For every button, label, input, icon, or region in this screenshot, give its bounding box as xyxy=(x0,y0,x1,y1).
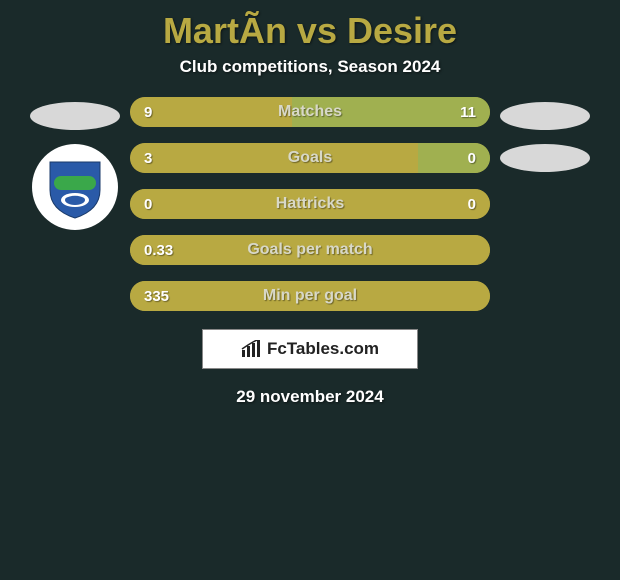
stat-left-value: 3 xyxy=(144,150,152,167)
stats-column: 9 Matches 11 3 Goals 0 0 Hattricks 0 0.3… xyxy=(130,97,490,311)
stat-bar-matches: 9 Matches 11 xyxy=(130,97,490,127)
stat-right-value: 0 xyxy=(468,150,476,167)
player-badge-placeholder xyxy=(500,144,590,172)
team-crest-icon xyxy=(32,144,118,230)
stat-bar-goals: 3 Goals 0 xyxy=(130,143,490,173)
page-subtitle: Club competitions, Season 2024 xyxy=(0,57,620,97)
stat-label: Matches xyxy=(278,103,342,121)
stat-fill-left xyxy=(130,97,292,127)
site-logo[interactable]: FcTables.com xyxy=(202,329,418,369)
stat-fill-left xyxy=(130,143,418,173)
stat-label: Goals per match xyxy=(247,241,372,259)
stat-label: Hattricks xyxy=(276,195,344,213)
stat-left-value: 9 xyxy=(144,104,152,121)
stat-label: Min per goal xyxy=(263,287,357,305)
stat-left-value: 335 xyxy=(144,288,169,305)
player-badge-placeholder xyxy=(30,102,120,130)
stat-right-value: 0 xyxy=(468,196,476,213)
stat-right-value: 11 xyxy=(460,104,476,121)
stat-label: Goals xyxy=(288,149,332,167)
player-badge-placeholder xyxy=(500,102,590,130)
stat-left-value: 0 xyxy=(144,196,152,213)
content-row: 9 Matches 11 3 Goals 0 0 Hattricks 0 0.3… xyxy=(0,97,620,311)
date-label: 29 november 2024 xyxy=(0,387,620,407)
left-player-col xyxy=(20,97,130,230)
right-player-col xyxy=(490,97,600,172)
site-logo-text: FcTables.com xyxy=(267,339,379,359)
bar-chart-icon xyxy=(241,340,263,358)
page-title: MartÃ­n vs Desire xyxy=(0,0,620,57)
stat-left-value: 0.33 xyxy=(144,242,173,259)
comparison-card: MartÃ­n vs Desire Club competitions, Sea… xyxy=(0,0,620,407)
stat-bar-hattricks: 0 Hattricks 0 xyxy=(130,189,490,219)
stat-bar-goals-per-match: 0.33 Goals per match xyxy=(130,235,490,265)
stat-fill-right xyxy=(418,143,490,173)
stat-bar-min-per-goal: 335 Min per goal xyxy=(130,281,490,311)
